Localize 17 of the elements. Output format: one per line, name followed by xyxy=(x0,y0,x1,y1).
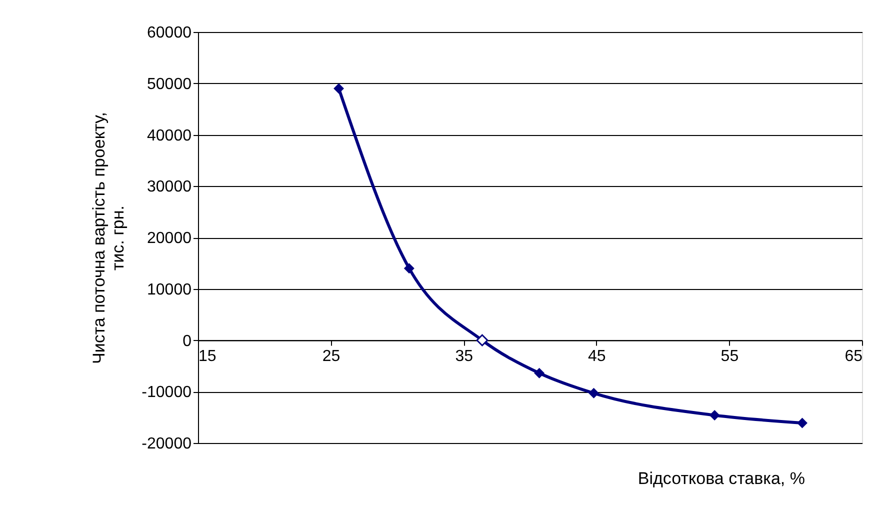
x-tick-label: 15 xyxy=(198,348,216,365)
y-tick-label: 50000 xyxy=(147,76,192,93)
x-tick-label: 45 xyxy=(588,348,606,365)
x-tick-label: 25 xyxy=(322,348,340,365)
y-tick-label: 0 xyxy=(182,332,192,350)
y-tick-label: 30000 xyxy=(147,178,192,196)
y-tick-label: 40000 xyxy=(147,127,192,144)
x-tick-label: 65 xyxy=(844,348,863,365)
y-tick-label: 60000 xyxy=(147,24,192,42)
x-tick-label: 55 xyxy=(720,348,739,365)
y-axis-title: Чиста поточна вартість проекту, тис. грн. xyxy=(90,112,128,364)
y-tick-label: 10000 xyxy=(147,281,192,298)
x-tick-label: 35 xyxy=(455,348,474,365)
y-tick-label: -20000 xyxy=(142,436,192,452)
y-tick-label: 20000 xyxy=(147,230,192,247)
y-tick-label: -10000 xyxy=(142,384,192,402)
x-axis-title: Відсоткова ставка, % xyxy=(638,469,805,488)
